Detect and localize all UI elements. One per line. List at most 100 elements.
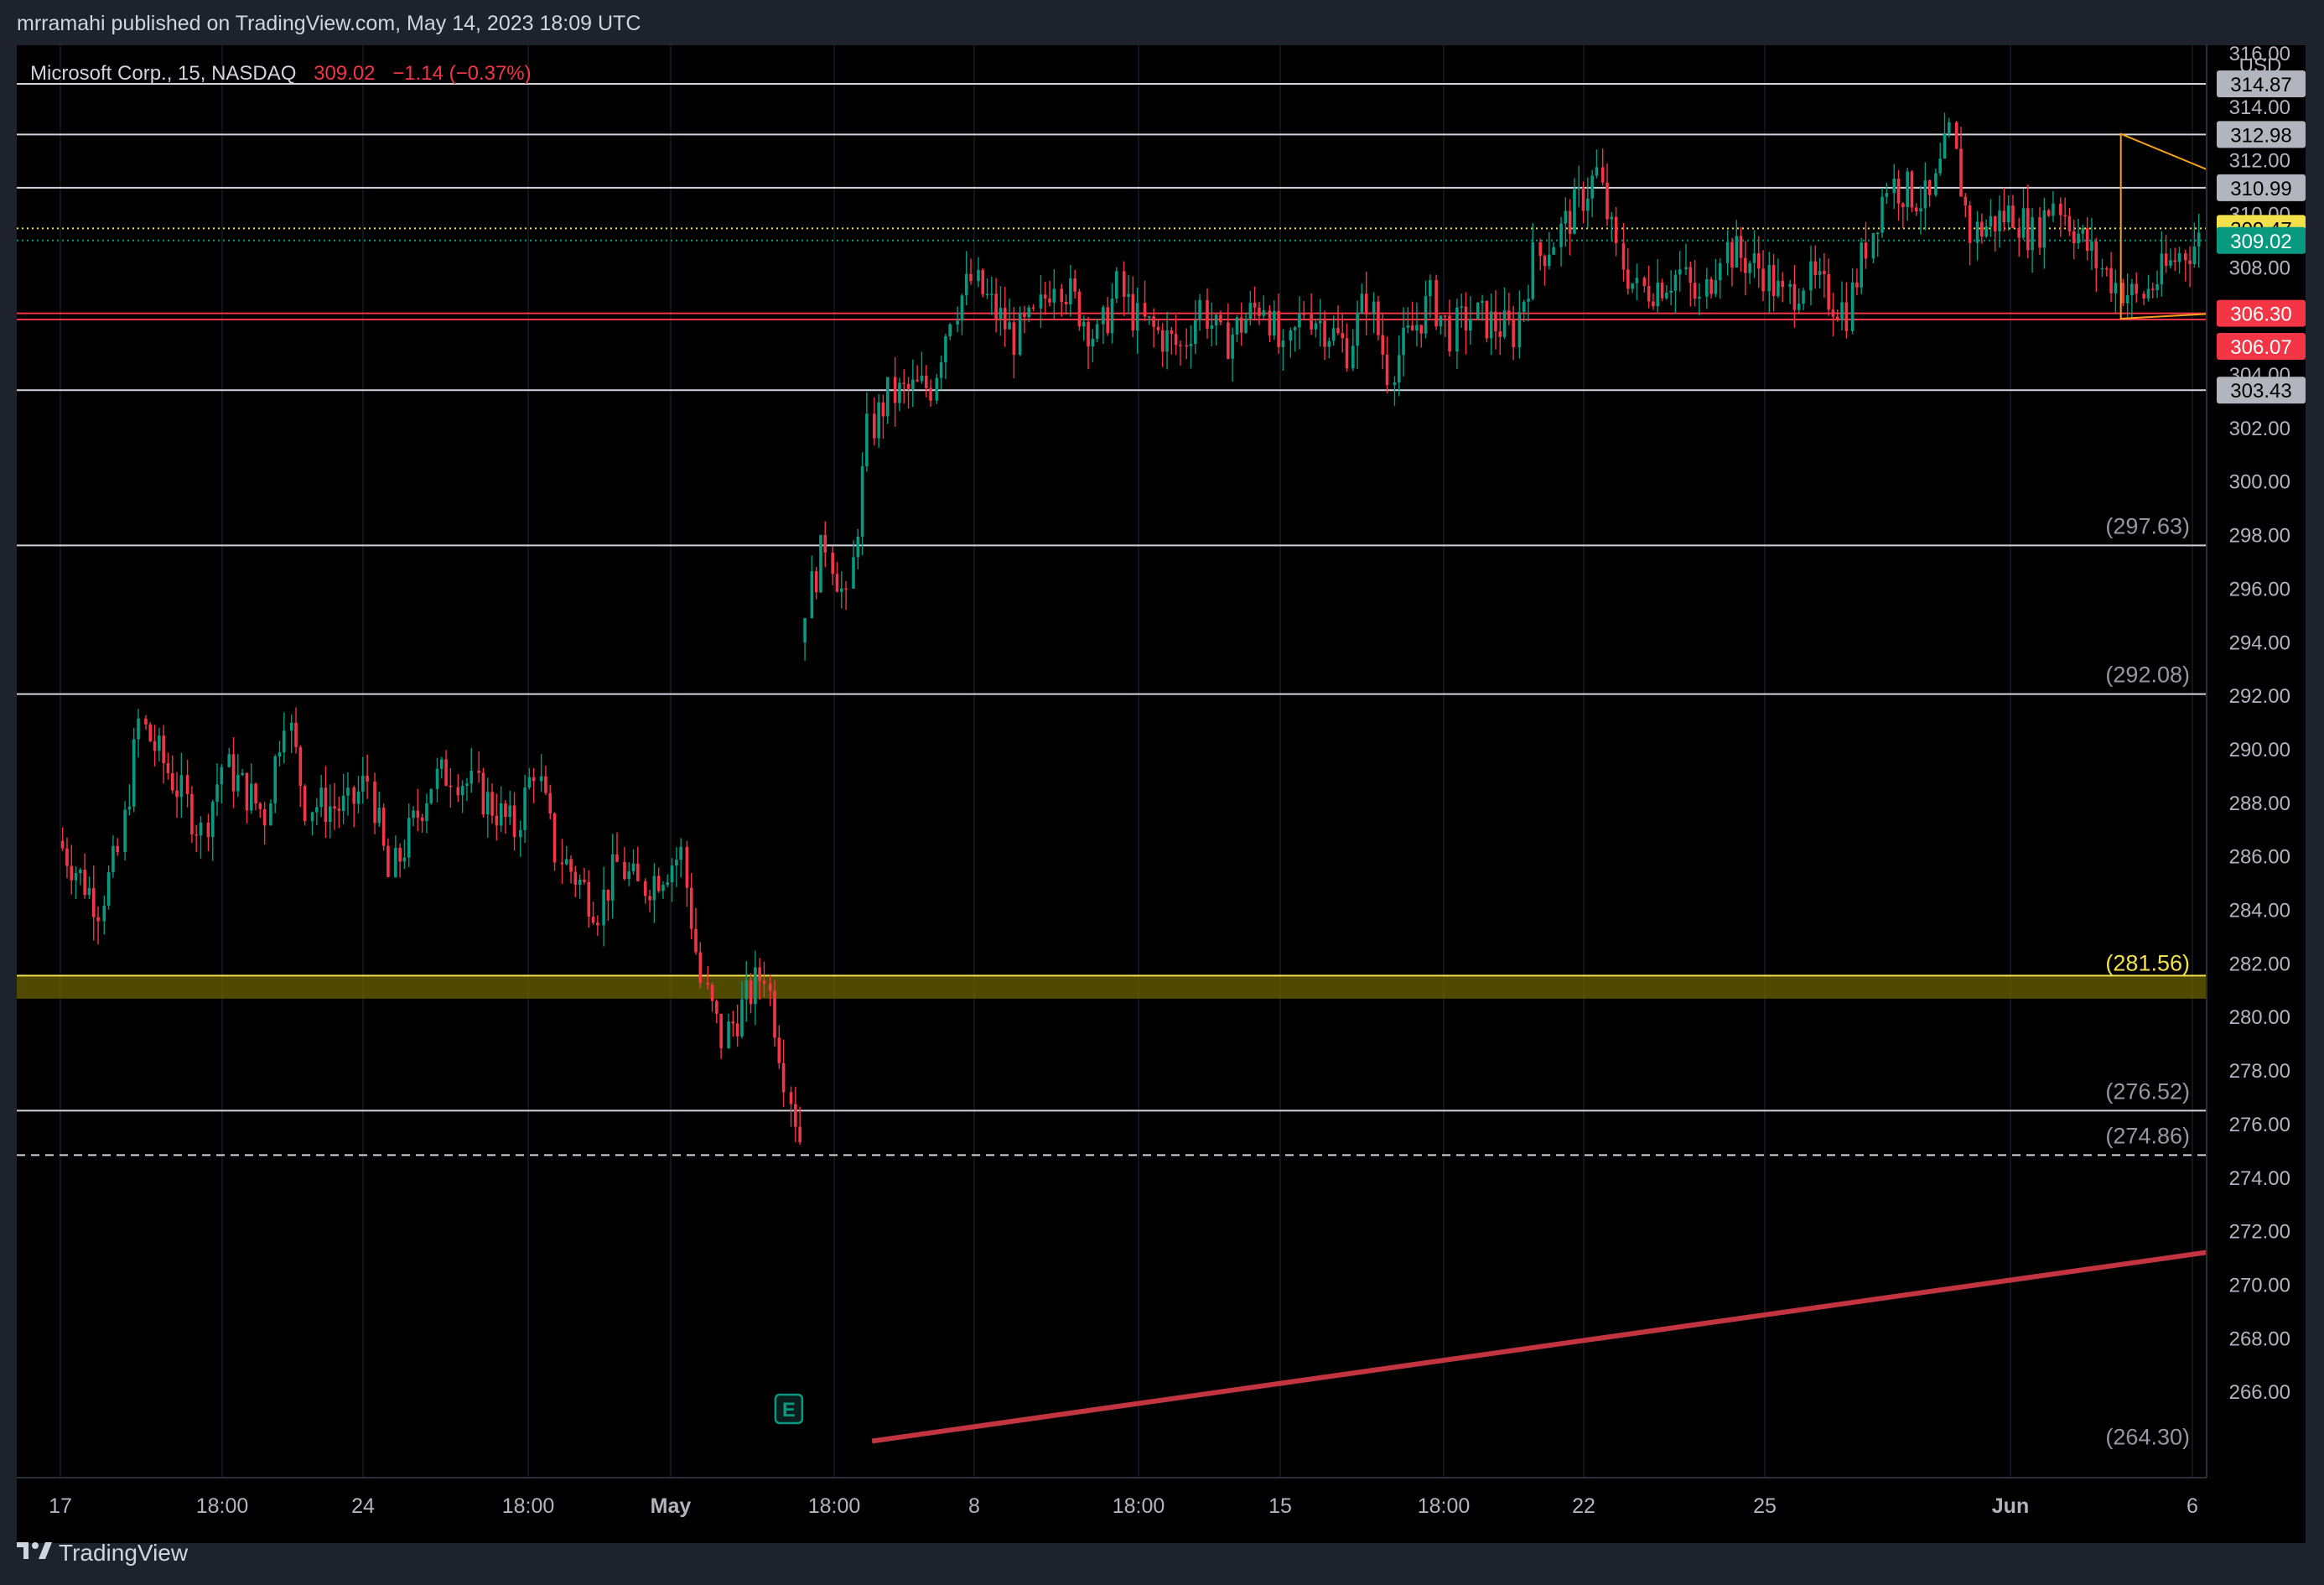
candle-body (1268, 310, 1272, 336)
candle-body (1595, 167, 1599, 176)
candle-body (929, 387, 932, 401)
candle-body (1231, 334, 1234, 359)
candle-body (564, 859, 568, 865)
candle-body (1185, 345, 1188, 347)
candle-body (885, 377, 890, 417)
candle-body (648, 896, 651, 901)
candle-body (87, 888, 91, 896)
candle-body (1351, 346, 1355, 369)
candle-body (1419, 325, 1424, 334)
candle-body (1698, 296, 1701, 299)
candle-body (1277, 310, 1280, 347)
candle-body (1439, 315, 1443, 327)
candle-body (481, 772, 485, 815)
price-tag-label: 306.30 (2230, 304, 2291, 326)
y-tick-label: 308.00 (2229, 257, 2290, 279)
level-label: (264.30) (2105, 1424, 2190, 1449)
candle-body (449, 785, 453, 787)
candle-body (185, 775, 189, 794)
candle-body (2026, 208, 2030, 251)
candle-body (1896, 178, 1901, 204)
time-axis[interactable] (17, 1478, 2306, 1543)
candle-body (768, 983, 772, 991)
tradingview-brand[interactable]: TradingView (17, 1540, 188, 1567)
candle-body (615, 854, 619, 862)
earnings-marker-icon[interactable] (774, 1393, 804, 1425)
candle-body (1360, 294, 1364, 313)
candle-body (361, 776, 365, 792)
candle-body (939, 362, 943, 378)
candle-body (477, 770, 480, 773)
candle-body (990, 294, 993, 295)
candle-body (83, 870, 86, 896)
candle-body (1781, 280, 1784, 288)
triangle-pattern[interactable] (2119, 133, 2306, 320)
candle-body (1642, 278, 1647, 287)
candle-body (798, 1126, 801, 1143)
candle-body (2042, 210, 2046, 248)
candle-body (758, 967, 761, 981)
candle-body (127, 806, 132, 810)
candle-body (435, 768, 439, 789)
candle-body (148, 724, 153, 741)
candle-body (1115, 271, 1118, 299)
candle-body (96, 917, 100, 922)
candle-body (1314, 323, 1318, 330)
candle-body (1174, 334, 1178, 346)
price-tag (2217, 174, 2306, 201)
candle-body (1110, 298, 1114, 334)
candle-body (1364, 294, 1368, 314)
y-tick-label: 268.00 (2229, 1328, 2290, 1350)
chart-area[interactable]: (281.56) (297.63) (292.08) (276.52) (274.86)… (17, 45, 2306, 1543)
candle-body (1850, 282, 1855, 331)
candle-body (956, 320, 959, 325)
brand-name: TradingView (59, 1540, 189, 1566)
candle-body (1219, 314, 1222, 323)
price-tag (2217, 299, 2306, 327)
candle-body (1864, 242, 1868, 259)
candle-body (1023, 312, 1026, 318)
candle-body (1385, 354, 1389, 386)
price-chart[interactable]: (281.56) (297.63) (292.08) (276.52) (274.86)… (17, 45, 2306, 1543)
candle-body (2081, 227, 2085, 234)
candle-body (1559, 223, 1563, 247)
candle-body (2031, 217, 2034, 251)
candle-body (283, 730, 286, 753)
candle-body (2052, 203, 2055, 216)
x-tick-label: 18:00 (502, 1494, 555, 1518)
candle-body (789, 1092, 793, 1104)
support-zone[interactable] (17, 975, 2207, 999)
candle-body (1060, 288, 1064, 302)
candle-body (666, 882, 670, 886)
candle-body (924, 375, 928, 388)
candle-body (1095, 324, 1099, 339)
candle-body (1434, 279, 1438, 327)
candle-body (2150, 288, 2155, 290)
candle-body (596, 922, 599, 926)
candle-body (2059, 203, 2062, 216)
candle-body (1485, 300, 1489, 339)
candle-body (1210, 325, 1214, 329)
candle-body (1310, 314, 1313, 330)
price-axis[interactable] (2207, 45, 2306, 1543)
candle-body (877, 402, 880, 439)
candle-body (2114, 283, 2118, 294)
price-tag (2217, 226, 2306, 254)
candle-body (416, 810, 420, 818)
candle-body (1718, 262, 1722, 281)
candle-body (412, 810, 415, 818)
candle-body (1527, 299, 1530, 302)
candle-body (994, 294, 998, 319)
candle-body (1744, 257, 1747, 273)
x-tick-label: 25 (1753, 1494, 1777, 1518)
symbol-legend: Microsoft Corp., 15, NASDAQ 309.02 −1.14… (30, 62, 532, 86)
candle-body (1880, 196, 1884, 233)
candle-body (631, 863, 635, 871)
tradingview-logo-icon (17, 1541, 52, 1567)
candle-body (1323, 320, 1326, 347)
candle-body (1027, 307, 1030, 318)
candle-body (1761, 268, 1765, 292)
candle-body (236, 775, 240, 792)
candle-body (123, 809, 127, 853)
candle-body (1194, 320, 1197, 345)
